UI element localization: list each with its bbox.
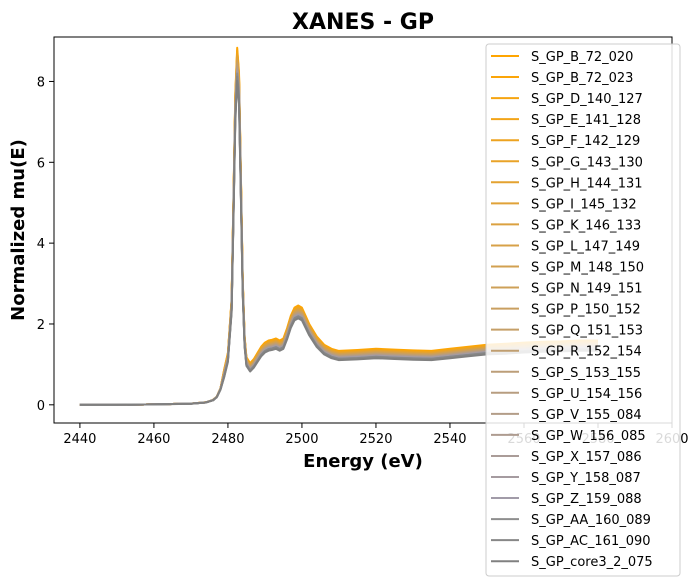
legend-label-22: S_GP_Z_159_088	[531, 492, 642, 507]
legend-label-10: S_GP_L_147_149	[531, 239, 640, 254]
legend-label-19: S_GP_W_156_085	[531, 429, 646, 444]
legend-label-6: S_GP_G_143_130	[531, 155, 643, 170]
legend-label-8: S_GP_I_145_132	[531, 197, 637, 212]
legend-label-14: S_GP_Q_151_153	[531, 324, 643, 339]
legend-box	[485, 43, 681, 577]
legend-label-9: S_GP_K_146_133	[531, 218, 641, 233]
plot-area: 244024602480250025202540256025802600 024…	[37, 36, 689, 447]
legend: S_GP_B_72_020 S_GP_B_72_023 S_GP_D_140_127…	[485, 43, 681, 577]
legend-label-2: S_GP_B_72_023	[531, 71, 633, 86]
y-tick-label-4: 6	[37, 156, 45, 171]
legend-label-7: S_GP_H_144_131	[531, 176, 643, 191]
legend-label-15: S_GP_R_152_154	[531, 345, 642, 360]
y-tick-label-1: 0	[37, 399, 45, 414]
legend-label-23: S_GP_AA_160_089	[531, 513, 651, 528]
legend-label-24: S_GP_AC_161_090	[531, 534, 651, 549]
x-tick-label-6: 2540	[433, 432, 466, 447]
legend-label-3: S_GP_D_140_127	[531, 92, 643, 107]
legend-label-11: S_GP_M_148_150	[531, 261, 644, 276]
series-line-25	[79, 79, 598, 406]
legend-label-25: S_GP_core3_2_075	[531, 555, 653, 570]
legend-label-21: S_GP_Y_158_087	[531, 471, 641, 486]
y-tick-label-3: 4	[37, 237, 45, 252]
legend-label-5: S_GP_F_142_129	[531, 134, 640, 149]
x-tick-label-5: 2520	[359, 432, 392, 447]
chart-title: XANES - GP	[292, 10, 434, 35]
x-tick-label-3: 2480	[211, 432, 244, 447]
y-tick-label-5: 8	[37, 75, 45, 90]
x-tick-label-1: 2440	[63, 432, 96, 447]
legend-label-17: S_GP_U_154_156	[531, 387, 642, 402]
x-tick-label-4: 2500	[285, 432, 318, 447]
series-layer	[79, 46, 598, 406]
legend-label-4: S_GP_E_141_128	[531, 113, 641, 128]
legend-label-20: S_GP_X_157_086	[531, 450, 642, 465]
y-axis-title: Normalized mu(E)	[8, 139, 29, 321]
legend-label-12: S_GP_N_149_151	[531, 282, 643, 297]
legend-label-16: S_GP_S_153_155	[531, 366, 641, 381]
legend-label-13: S_GP_P_150_152	[531, 303, 641, 318]
legend-label-1: S_GP_B_72_020	[531, 50, 633, 65]
x-tick-label-2: 2460	[137, 432, 170, 447]
y-tick-label-2: 2	[37, 318, 45, 333]
y-axis-ticks: 0 2 4 6 8	[37, 75, 54, 414]
legend-label-18: S_GP_V_155_084	[531, 408, 642, 423]
legend-items: S_GP_B_72_020 S_GP_B_72_023 S_GP_D_140_127…	[491, 50, 653, 570]
x-axis-title: Energy (eV)	[303, 451, 423, 472]
